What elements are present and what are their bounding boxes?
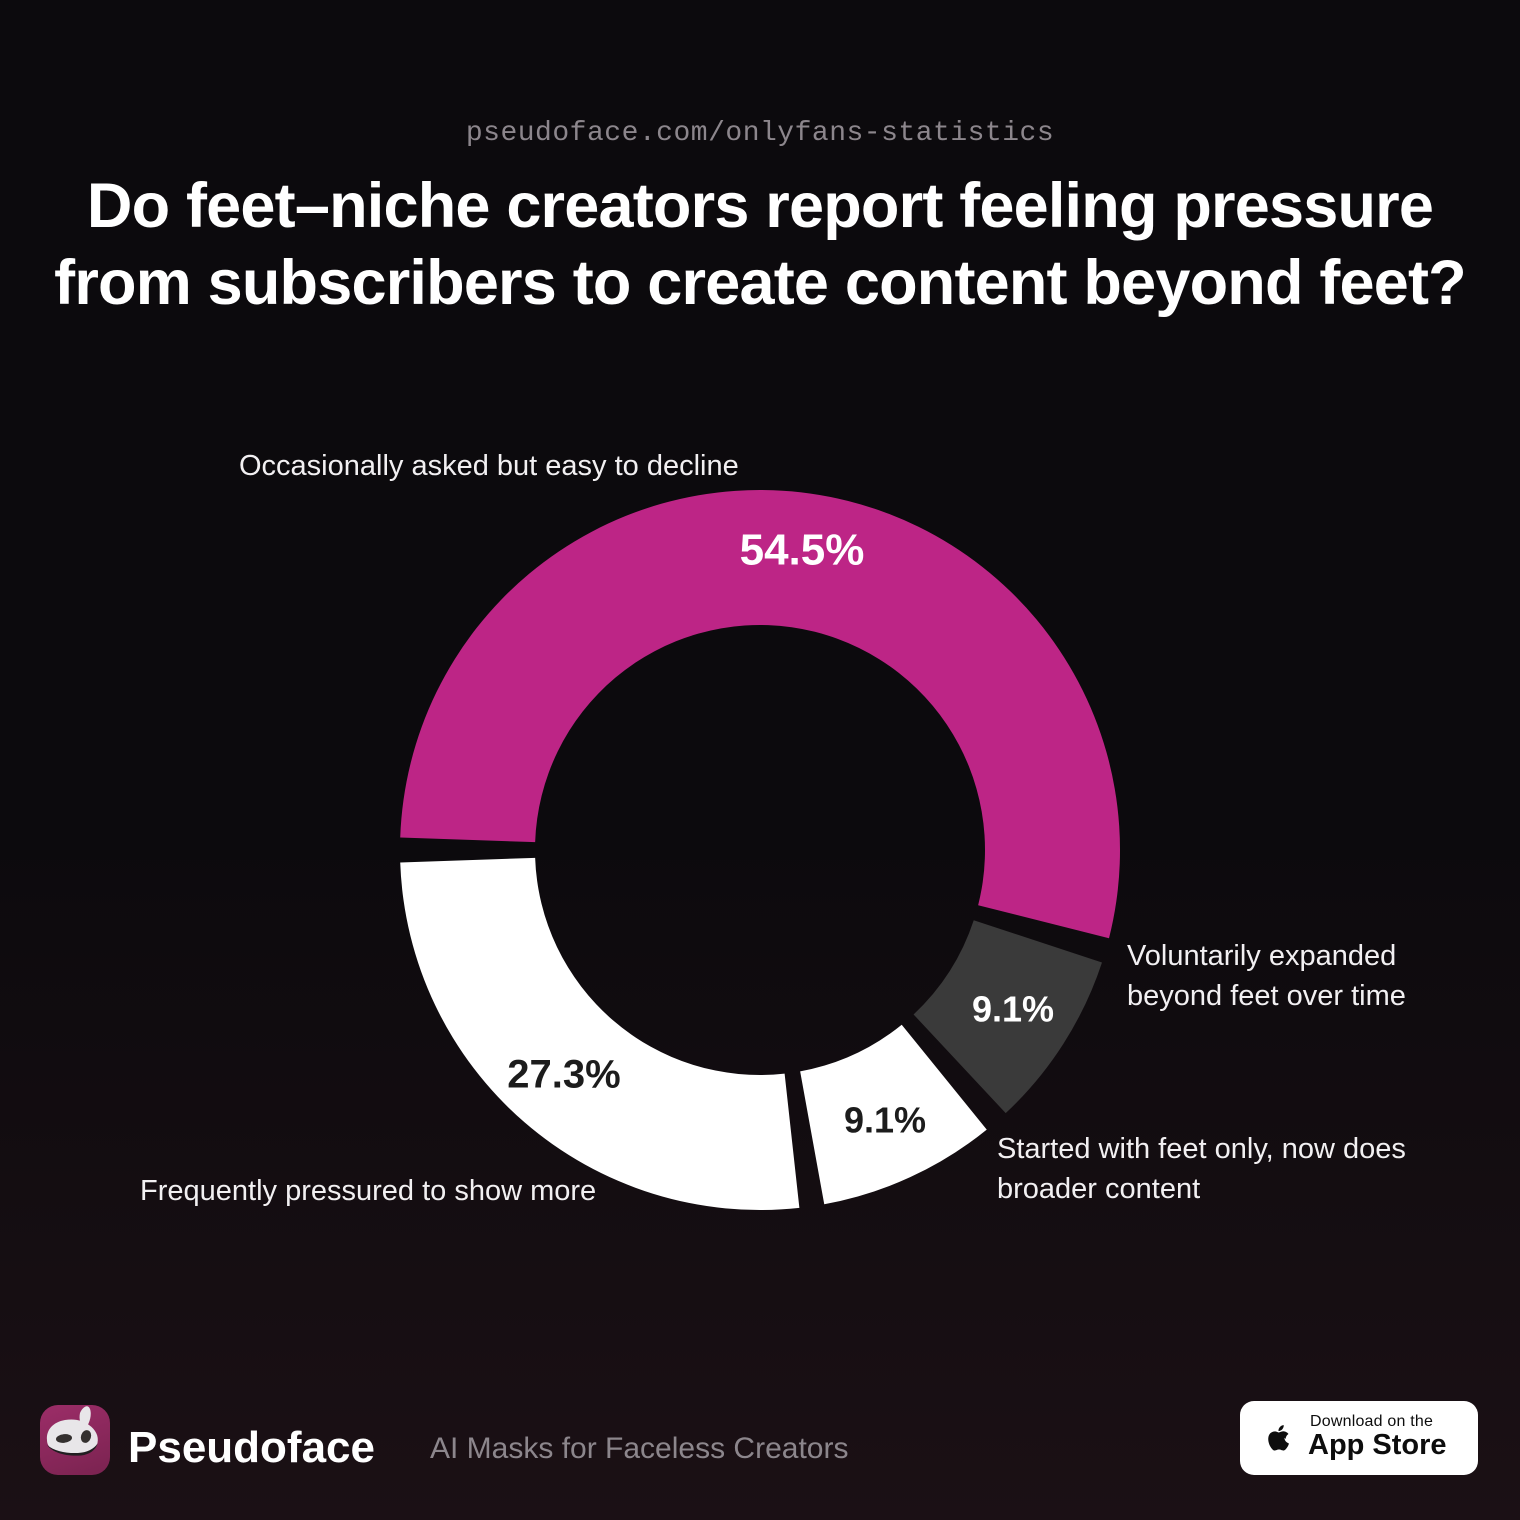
svg-text:54.5%: 54.5% [740, 526, 865, 575]
svg-text:27.3%: 27.3% [507, 1053, 620, 1097]
svg-text:9.1%: 9.1% [972, 989, 1054, 1030]
svg-text:9.1%: 9.1% [844, 1100, 926, 1141]
